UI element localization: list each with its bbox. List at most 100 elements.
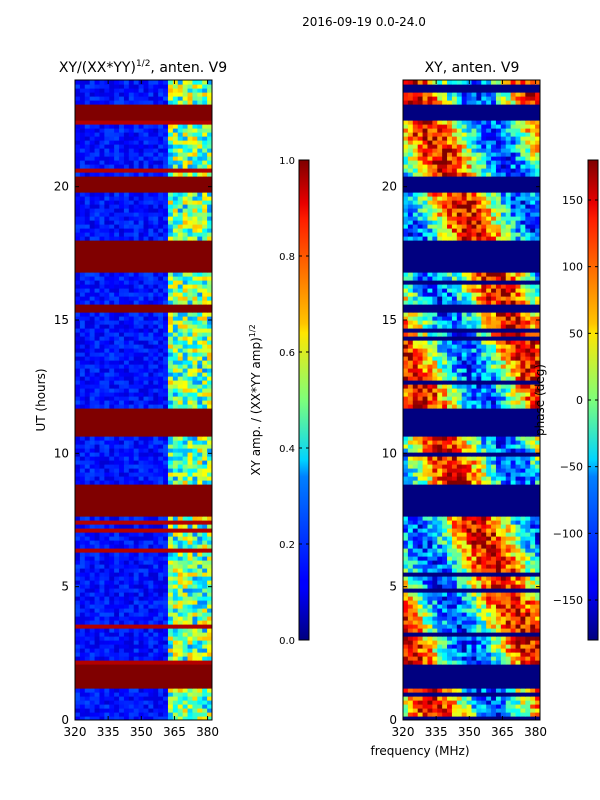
heatmap-cell (148, 476, 154, 481)
heatmap-cell (491, 696, 497, 701)
heatmap-cell (167, 684, 174, 689)
heatmap-cell (202, 604, 208, 609)
heatmap-cell (182, 120, 189, 125)
heatmap-cell (79, 364, 86, 369)
heatmap-cell (75, 396, 81, 401)
heatmap-cell (172, 164, 179, 169)
heatmap-cell (99, 264, 105, 269)
heatmap-cell (167, 184, 174, 189)
heatmap-cell (89, 316, 96, 321)
heatmap-cell (84, 568, 91, 573)
heatmap-cell (192, 196, 198, 201)
heatmap-cell (133, 536, 140, 541)
heatmap-cell (75, 312, 81, 317)
heatmap-cell (182, 176, 189, 181)
heatmap-cell (123, 480, 130, 485)
heatmap-cell (119, 620, 125, 625)
heatmap-cell (104, 636, 110, 641)
heatmap-cell (79, 636, 86, 641)
heatmap-cell (535, 704, 540, 709)
heatmap-cell (79, 648, 86, 653)
heatmap-cell (163, 616, 169, 621)
heatmap-cell (163, 684, 169, 689)
heatmap-cell (192, 356, 198, 361)
heatmap-cell (79, 572, 86, 577)
heatmap-cell (158, 352, 164, 357)
heatmap-cell (84, 300, 91, 305)
heatmap-cell (197, 172, 203, 177)
heatmap-cell (99, 520, 105, 525)
heatmap-cell (75, 508, 81, 513)
heatmap-cell (197, 628, 203, 633)
heatmap-cell (104, 184, 110, 189)
heatmap-cell (158, 208, 164, 213)
heatmap-cell (500, 680, 507, 685)
heatmap-cell (158, 692, 164, 697)
heatmap-cell (123, 240, 130, 245)
heatmap-cell (197, 124, 203, 129)
heatmap-cell (412, 716, 419, 720)
heatmap-cell (128, 236, 135, 241)
heatmap-cell (128, 628, 135, 633)
heatmap-cell (89, 556, 96, 561)
heatmap-cell (202, 712, 208, 717)
heatmap-cell (89, 264, 96, 269)
heatmap-cell (500, 700, 507, 705)
heatmap-cell (197, 580, 203, 585)
heatmap-cell (505, 700, 512, 705)
heatmap-cell (138, 416, 145, 421)
heatmap-cell (432, 676, 438, 681)
heatmap-cell (133, 364, 140, 369)
heatmap-cell (94, 568, 101, 573)
heatmap-cell (133, 492, 140, 497)
heatmap-cell (99, 700, 105, 705)
heatmap-cell (138, 308, 145, 313)
heatmap-cell (89, 268, 96, 273)
heatmap-cell (172, 144, 179, 149)
heatmap-cell (133, 656, 140, 661)
heatmap-cell (94, 460, 101, 465)
heatmap-cell (109, 200, 115, 205)
heatmap-cell (119, 628, 125, 633)
heatmap-cell (153, 240, 159, 245)
heatmap-cell (158, 288, 164, 293)
heatmap-cell (109, 716, 115, 720)
heatmap-cell (99, 304, 105, 309)
heatmap-cell (207, 268, 212, 273)
heatmap-cell (461, 656, 468, 661)
heatmap-cell (133, 108, 140, 113)
heatmap-cell (148, 536, 154, 541)
heatmap-cell (89, 516, 96, 521)
heatmap-cell (197, 688, 203, 693)
heatmap-cell (167, 92, 174, 97)
heatmap-cell (412, 680, 419, 685)
heatmap-cell (177, 276, 184, 281)
heatmap-cell (89, 200, 96, 205)
heatmap-cell (163, 88, 169, 93)
heatmap-cell (207, 440, 212, 445)
heatmap-cell (123, 700, 130, 705)
heatmap-cell (138, 712, 145, 717)
heatmap-cell (197, 152, 203, 157)
heatmap-cell (158, 660, 164, 665)
heatmap-cell (153, 396, 159, 401)
heatmap-cell (153, 592, 159, 597)
heatmap-cell (123, 648, 130, 653)
heatmap-cell (207, 516, 212, 521)
heatmap-cell (427, 708, 433, 713)
heatmap-cell (104, 552, 110, 557)
heatmap-cell (158, 680, 164, 685)
heatmap-cell (114, 648, 120, 653)
heatmap-cell (476, 708, 482, 713)
heatmap-cell (187, 700, 194, 705)
heatmap-cell (192, 372, 198, 377)
heatmap-cell (138, 248, 145, 253)
heatmap-cell (192, 140, 198, 145)
heatmap-cell (530, 664, 536, 669)
heatmap-cell (128, 460, 135, 465)
heatmap-cell (104, 436, 110, 441)
heatmap-cell (202, 660, 208, 665)
heatmap-cell (114, 396, 120, 401)
heatmap-cell (182, 132, 189, 137)
